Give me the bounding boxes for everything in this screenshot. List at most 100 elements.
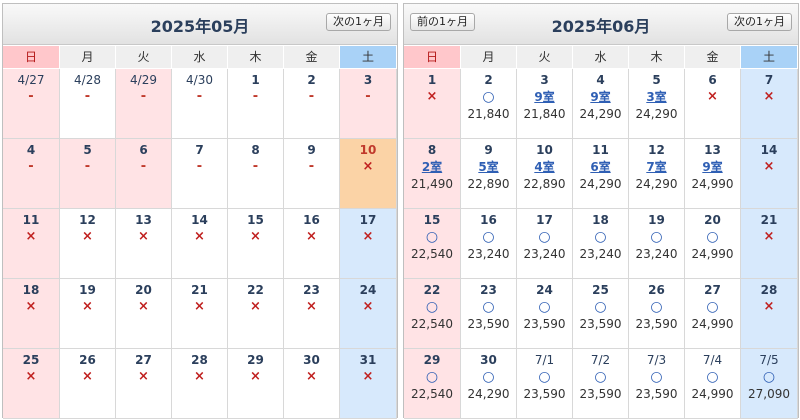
rooms-left-link[interactable]: 9室	[702, 160, 723, 174]
available-icon[interactable]: ○	[538, 369, 551, 385]
day-cell[interactable]: 1 ×	[404, 69, 461, 139]
day-cell[interactable]: 29 ×	[228, 349, 284, 419]
available-icon[interactable]: ○	[706, 299, 719, 315]
day-cell[interactable]: 7/1 ○ 23,590	[517, 349, 573, 419]
day-cell[interactable]: 21 ×	[172, 279, 228, 349]
day-cell[interactable]: 18 ×	[3, 279, 60, 349]
day-cell[interactable]: 22 ×	[228, 279, 284, 349]
day-cell[interactable]: 20 ○ 24,990	[685, 209, 741, 279]
available-icon[interactable]: ○	[538, 229, 551, 245]
day-cell[interactable]: 11 6室 24,290	[573, 139, 629, 209]
available-icon[interactable]: ○	[482, 369, 495, 385]
day-cell: 6-	[116, 139, 172, 209]
day-cell[interactable]: 7/4 ○ 24,990	[685, 349, 741, 419]
available-icon[interactable]: ○	[650, 229, 663, 245]
day-cell[interactable]: 17 ×	[340, 209, 397, 279]
day-cell[interactable]: 18 ○ 23,240	[573, 209, 629, 279]
available-icon[interactable]: ○	[650, 369, 663, 385]
day-cell[interactable]: 17 ○ 23,240	[517, 209, 573, 279]
rooms-left-link[interactable]: 4室	[534, 160, 555, 174]
available-icon[interactable]: ○	[425, 299, 439, 315]
available-icon[interactable]: ○	[482, 89, 495, 105]
day-cell[interactable]: 22 ○ 22,540	[404, 279, 461, 349]
day-cell: 4/29 -	[116, 69, 172, 139]
day-cell[interactable]: 28 ×	[172, 349, 228, 419]
rooms-left-link[interactable]: 3室	[646, 90, 667, 104]
available-icon[interactable]: ○	[594, 299, 607, 315]
day-cell[interactable]: 24 ×	[340, 279, 397, 349]
price: 21,840	[523, 107, 566, 121]
day-cell[interactable]: 4 9室 24,290	[573, 69, 629, 139]
day-cell[interactable]: 2 ○ 21,840	[461, 69, 517, 139]
day-cell[interactable]: 19 ○ 23,240	[629, 209, 685, 279]
day-cell[interactable]: 9 5室 22,890	[461, 139, 517, 209]
day-number: 27	[135, 353, 152, 367]
day-cell[interactable]: 21 ×	[741, 209, 798, 279]
day-cell[interactable]: 15 ×	[228, 209, 284, 279]
next-month-button[interactable]: 次の1ヶ月	[326, 13, 391, 31]
rooms-left-link[interactable]: 9室	[534, 90, 555, 104]
day-number: 2	[307, 73, 316, 87]
day-cell[interactable]: 30 ○ 24,290	[461, 349, 517, 419]
day-cell[interactable]: 24 ○ 23,590	[517, 279, 573, 349]
day-cell[interactable]: 26 ×	[60, 349, 116, 419]
day-cell[interactable]: 6 ×	[685, 69, 741, 139]
day-cell[interactable]: 31 ×	[340, 349, 397, 419]
price: 23,240	[579, 247, 622, 261]
day-grid: 1 × 2 ○ 21,840 3 9室 21,840 4 9室 24,290 5 3室 24,290 6 × 7…	[404, 69, 798, 419]
available-icon[interactable]: ○	[594, 229, 607, 245]
day-cell[interactable]: 12 7室 24,290	[629, 139, 685, 209]
day-cell[interactable]: 12 ×	[60, 209, 116, 279]
available-icon[interactable]: ○	[482, 299, 495, 315]
day-cell[interactable]: 11 ×	[3, 209, 60, 279]
day-number: 2	[484, 73, 493, 87]
day-cell[interactable]: 29 ○ 22,540	[404, 349, 461, 419]
day-cell[interactable]: 30 ×	[284, 349, 340, 419]
day-cell[interactable]: 25 ×	[3, 349, 60, 419]
available-icon[interactable]: ○	[425, 369, 439, 385]
day-cell[interactable]: 5 3室 24,290	[629, 69, 685, 139]
rooms-left-link[interactable]: 9室	[590, 90, 611, 104]
available-icon[interactable]: ○	[538, 299, 551, 315]
prev-month-button[interactable]: 前の1ヶ月	[410, 13, 475, 31]
day-cell[interactable]: 3 9室 21,840	[517, 69, 573, 139]
day-cell[interactable]: 26 ○ 23,590	[629, 279, 685, 349]
day-cell[interactable]: 10 4室 22,890	[517, 139, 573, 209]
available-icon[interactable]: ○	[425, 229, 439, 245]
day-cell[interactable]: 16 ○ 23,240	[461, 209, 517, 279]
full-icon: ×	[250, 299, 261, 314]
day-cell[interactable]: 7/2 ○ 23,590	[573, 349, 629, 419]
rooms-left-link[interactable]: 7室	[646, 160, 667, 174]
day-number: 23	[303, 283, 320, 297]
day-cell[interactable]: 23 ○ 23,590	[461, 279, 517, 349]
available-icon[interactable]: ○	[706, 229, 719, 245]
day-cell[interactable]: 7/3 ○ 23,590	[629, 349, 685, 419]
available-icon[interactable]: ○	[594, 369, 607, 385]
day-cell[interactable]: 16 ×	[284, 209, 340, 279]
day-cell[interactable]: 13 ×	[116, 209, 172, 279]
available-icon[interactable]: ○	[482, 229, 495, 245]
rooms-left-link[interactable]: 6室	[590, 160, 611, 174]
available-icon[interactable]: ○	[762, 369, 776, 385]
day-cell[interactable]: 7/5 ○ 27,090	[741, 349, 798, 419]
day-cell[interactable]: 28 ×	[741, 279, 798, 349]
rooms-left-link[interactable]: 2室	[421, 160, 443, 174]
day-cell[interactable]: 25 ○ 23,590	[573, 279, 629, 349]
day-cell[interactable]: 23 ×	[284, 279, 340, 349]
day-cell[interactable]: 19 ×	[60, 279, 116, 349]
next-month-button[interactable]: 次の1ヶ月	[727, 13, 792, 31]
available-icon[interactable]: ○	[650, 299, 663, 315]
day-cell[interactable]: 14 ×	[172, 209, 228, 279]
available-icon[interactable]: ○	[706, 369, 719, 385]
week-row: 11 × 12 × 13 × 14 × 15 × 16 × 17 ×	[3, 209, 397, 279]
day-cell[interactable]: 27 ○ 24,990	[685, 279, 741, 349]
day-cell[interactable]: 10 ×	[340, 139, 397, 209]
day-cell[interactable]: 7 ×	[741, 69, 798, 139]
day-cell[interactable]: 27 ×	[116, 349, 172, 419]
day-cell[interactable]: 13 9室 24,990	[685, 139, 741, 209]
day-cell[interactable]: 8 2室 21,490	[404, 139, 461, 209]
day-cell[interactable]: 15 ○ 22,540	[404, 209, 461, 279]
rooms-left-link[interactable]: 5室	[478, 160, 499, 174]
day-cell[interactable]: 14 ×	[741, 139, 798, 209]
day-cell[interactable]: 20 ×	[116, 279, 172, 349]
